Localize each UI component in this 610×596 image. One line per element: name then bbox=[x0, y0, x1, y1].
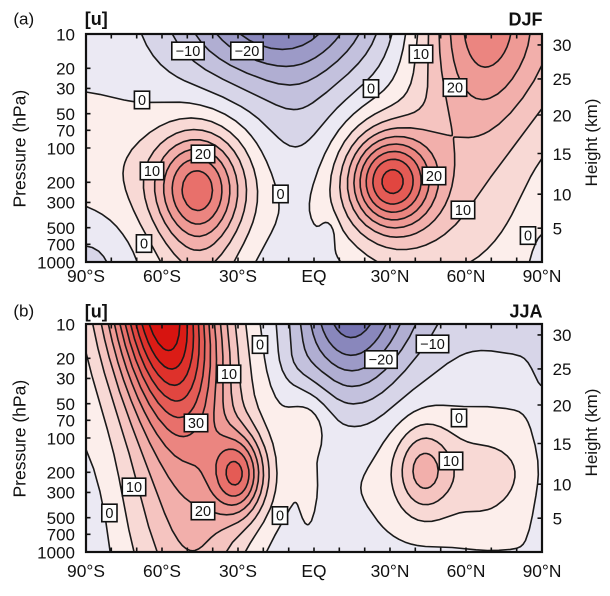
svg-text:90°S: 90°S bbox=[67, 266, 105, 286]
svg-text:90°N: 90°N bbox=[523, 561, 562, 581]
svg-text:50: 50 bbox=[56, 105, 75, 124]
svg-text:30: 30 bbox=[56, 370, 75, 389]
svg-text:70: 70 bbox=[56, 412, 75, 431]
svg-text:0: 0 bbox=[140, 237, 148, 253]
svg-text:15: 15 bbox=[553, 145, 572, 164]
svg-text:200: 200 bbox=[47, 174, 75, 193]
svg-text:70: 70 bbox=[56, 122, 75, 141]
svg-text:Height (km): Height (km) bbox=[582, 99, 601, 187]
svg-text:25: 25 bbox=[553, 360, 572, 379]
svg-text:100: 100 bbox=[47, 429, 75, 448]
svg-text:60°N: 60°N bbox=[447, 266, 486, 286]
svg-text:1000: 1000 bbox=[37, 543, 75, 562]
svg-text:200: 200 bbox=[47, 464, 75, 483]
svg-text:20: 20 bbox=[426, 169, 442, 185]
svg-text:20: 20 bbox=[447, 81, 463, 97]
svg-text:30°S: 30°S bbox=[219, 266, 257, 286]
svg-text:30: 30 bbox=[553, 36, 572, 55]
svg-text:−10: −10 bbox=[420, 337, 445, 353]
svg-text:30: 30 bbox=[553, 326, 572, 345]
svg-text:10: 10 bbox=[413, 47, 429, 63]
svg-text:0: 0 bbox=[524, 229, 532, 245]
svg-text:10: 10 bbox=[443, 454, 459, 470]
svg-text:30: 30 bbox=[188, 416, 204, 432]
svg-text:700: 700 bbox=[47, 526, 75, 545]
svg-text:30°N: 30°N bbox=[371, 266, 410, 286]
svg-text:20: 20 bbox=[553, 396, 572, 415]
svg-text:10: 10 bbox=[126, 480, 142, 496]
svg-text:300: 300 bbox=[47, 194, 75, 213]
svg-text:−10: −10 bbox=[176, 44, 201, 60]
svg-text:60°S: 60°S bbox=[143, 266, 181, 286]
svg-text:15: 15 bbox=[553, 435, 572, 454]
svg-text:EQ: EQ bbox=[301, 266, 326, 286]
svg-text:20: 20 bbox=[56, 60, 75, 79]
svg-text:−20: −20 bbox=[235, 44, 260, 60]
svg-text:10: 10 bbox=[56, 25, 75, 44]
svg-text:DJF: DJF bbox=[508, 10, 542, 30]
svg-text:500: 500 bbox=[47, 509, 75, 528]
svg-text:Pressure (hPa): Pressure (hPa) bbox=[9, 90, 29, 208]
svg-text:300: 300 bbox=[47, 484, 75, 503]
svg-text:20: 20 bbox=[195, 147, 211, 163]
svg-text:(a): (a) bbox=[13, 10, 34, 29]
svg-text:0: 0 bbox=[256, 338, 264, 354]
svg-text:10: 10 bbox=[56, 315, 75, 334]
svg-text:0: 0 bbox=[105, 506, 113, 522]
svg-text:10: 10 bbox=[553, 476, 572, 495]
svg-text:0: 0 bbox=[138, 93, 146, 109]
svg-text:10: 10 bbox=[144, 164, 160, 180]
svg-text:EQ: EQ bbox=[301, 561, 326, 581]
svg-text:JJA: JJA bbox=[509, 302, 542, 322]
svg-text:[u]: [u] bbox=[85, 9, 108, 29]
svg-text:[u]: [u] bbox=[85, 302, 108, 322]
svg-text:20: 20 bbox=[553, 106, 572, 125]
svg-text:−20: −20 bbox=[369, 353, 394, 369]
svg-text:700: 700 bbox=[47, 236, 75, 255]
svg-text:0: 0 bbox=[367, 82, 375, 98]
svg-text:500: 500 bbox=[47, 219, 75, 238]
svg-text:10: 10 bbox=[455, 203, 471, 219]
svg-text:60°N: 60°N bbox=[447, 561, 486, 581]
svg-text:90°S: 90°S bbox=[67, 561, 105, 581]
svg-text:1000: 1000 bbox=[37, 253, 75, 272]
svg-text:60°S: 60°S bbox=[143, 561, 181, 581]
svg-text:100: 100 bbox=[47, 139, 75, 158]
svg-text:90°N: 90°N bbox=[523, 266, 562, 286]
svg-text:5: 5 bbox=[553, 220, 562, 239]
svg-text:30°S: 30°S bbox=[219, 561, 257, 581]
svg-text:5: 5 bbox=[553, 510, 562, 529]
svg-text:50: 50 bbox=[56, 395, 75, 414]
svg-text:30: 30 bbox=[56, 80, 75, 99]
svg-text:Pressure (hPa): Pressure (hPa) bbox=[9, 380, 29, 498]
svg-text:0: 0 bbox=[455, 411, 463, 427]
svg-text:20: 20 bbox=[56, 350, 75, 369]
svg-text:20: 20 bbox=[195, 504, 211, 520]
svg-text:0: 0 bbox=[276, 509, 284, 525]
svg-text:10: 10 bbox=[553, 186, 572, 205]
svg-text:0: 0 bbox=[276, 187, 284, 203]
svg-text:30°N: 30°N bbox=[371, 561, 410, 581]
svg-text:10: 10 bbox=[221, 367, 237, 383]
svg-text:25: 25 bbox=[553, 70, 572, 89]
svg-text:Height (km): Height (km) bbox=[582, 389, 601, 477]
svg-text:(b): (b) bbox=[13, 302, 34, 321]
